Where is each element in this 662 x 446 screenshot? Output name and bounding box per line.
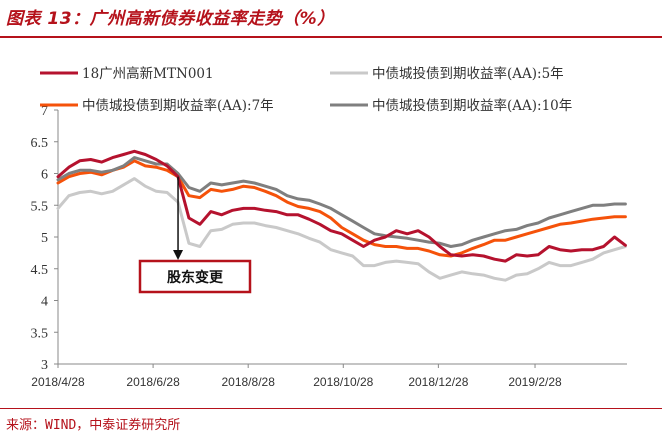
x-tick-label: 2018/12/28	[408, 375, 468, 389]
y-tick-label: 6	[41, 168, 48, 183]
y-tick-label: 5	[41, 231, 48, 246]
source-rule	[0, 408, 662, 409]
x-tick-label: 2018/6/28	[126, 375, 180, 389]
y-tick-label: 6.5	[31, 136, 49, 151]
y-tick-label: 3	[41, 358, 48, 373]
series-line	[56, 156, 627, 248]
line-chart: 3 3.5 4 4.5 5 5.5 6 6.5 7 2018/4/28 2018/6/28 2018/…	[31, 65, 627, 389]
x-tick-label: 2018/8/28	[221, 375, 275, 389]
legend-label: 18广州高新MTN001	[82, 65, 214, 82]
series-line	[56, 149, 627, 263]
figure-title: 图表 13：广州高新债券收益率走势（%）	[6, 9, 335, 29]
x-tick-label: 2018/10/28	[313, 375, 373, 389]
source-note: 来源：WIND，中泰证券研究所	[6, 418, 181, 433]
annotation-label: 股东变更	[167, 269, 224, 286]
x-tick-label: 2019/2/28	[508, 375, 562, 389]
series-line	[56, 159, 627, 258]
series-line	[56, 177, 627, 282]
annotation-arrow-head	[173, 250, 184, 260]
legend-label: 中债城投债到期收益率(AA):5年	[372, 65, 564, 82]
y-tick-label: 4.5	[31, 263, 49, 278]
x-tick-label: 2018/4/28	[31, 375, 85, 389]
title-rule	[0, 36, 662, 38]
annotation-box	[138, 259, 252, 294]
y-tick-label: 5.5	[31, 199, 49, 214]
y-tick-label: 4	[41, 295, 48, 310]
y-tick-label: 3.5	[31, 326, 49, 341]
y-tick-label: 7	[41, 104, 48, 119]
legend-label: 中债城投债到期收益率(AA):7年	[82, 97, 274, 114]
legend-label: 中债城投债到期收益率(AA):10年	[372, 97, 572, 114]
